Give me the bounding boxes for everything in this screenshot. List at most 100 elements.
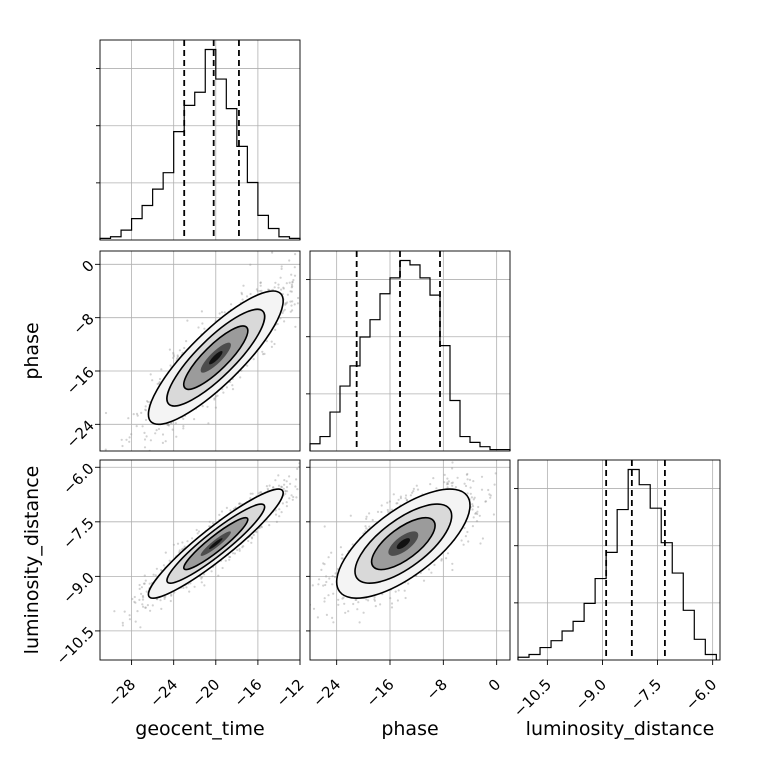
histogram-luminosity_distance	[517, 468, 717, 660]
sample-point	[127, 417, 130, 420]
sample-point	[203, 584, 206, 587]
sample-point	[142, 605, 145, 608]
sample-point	[284, 490, 287, 493]
sample-point	[259, 491, 262, 494]
sample-point	[255, 288, 258, 291]
sample-point	[225, 506, 228, 509]
hist-frame-geocent_time	[99, 39, 301, 241]
sample-point	[218, 312, 221, 315]
sample-point	[334, 572, 337, 575]
sample-point	[371, 518, 374, 522]
sample-point	[388, 500, 391, 503]
sample-point	[172, 355, 175, 358]
sample-point	[283, 320, 286, 323]
sample-point	[404, 497, 407, 500]
sample-point	[144, 405, 147, 408]
sample-point	[229, 555, 232, 559]
sample-point	[164, 595, 167, 599]
sample-point	[290, 273, 293, 276]
sample-point	[429, 483, 432, 486]
sample-point	[320, 568, 323, 572]
sample-point	[341, 557, 344, 560]
sample-point	[158, 377, 162, 381]
sample-point	[390, 508, 394, 511]
sample-point	[247, 539, 250, 543]
sample-point	[477, 505, 480, 509]
sample-point	[164, 551, 167, 554]
sample-point	[176, 542, 180, 545]
sample-point	[284, 489, 287, 492]
sample-point	[120, 438, 123, 441]
sample-point	[149, 373, 152, 376]
sample-point	[275, 520, 278, 524]
sample-point	[427, 568, 431, 571]
sample-point	[265, 340, 268, 343]
sample-point	[175, 435, 178, 438]
sample-point	[260, 289, 263, 292]
sample-point	[116, 470, 118, 472]
sample-point	[293, 274, 297, 277]
sample-point	[291, 280, 294, 283]
sample-point	[445, 557, 448, 560]
sample-point	[291, 300, 294, 303]
sample-point	[181, 541, 184, 544]
sample-point	[303, 584, 305, 586]
sample-point	[474, 512, 477, 515]
sample-point	[473, 496, 476, 499]
sample-point	[138, 587, 141, 591]
sample-point	[155, 429, 158, 432]
sample-point	[274, 328, 277, 331]
sample-point	[123, 454, 125, 456]
sample-point	[157, 382, 161, 385]
sample-point	[394, 590, 397, 593]
sample-point	[323, 600, 326, 603]
sample-point	[386, 508, 389, 512]
x-tick-label: −8	[423, 675, 451, 703]
sample-point	[318, 578, 321, 581]
sample-point	[467, 540, 470, 543]
sample-point	[258, 289, 262, 293]
sample-point	[380, 510, 383, 514]
sample-point	[135, 412, 139, 415]
sample-point	[331, 575, 334, 578]
sample-point	[128, 614, 131, 617]
sample-point	[196, 532, 199, 535]
sample-point	[323, 525, 326, 528]
sample-point	[325, 575, 328, 578]
sample-point	[397, 498, 400, 501]
sample-point	[288, 259, 291, 262]
sample-point	[203, 327, 206, 330]
sample-point	[133, 600, 136, 604]
sample-point	[239, 502, 242, 505]
sample-point	[407, 582, 410, 585]
sample-point	[395, 502, 398, 505]
panel-contents	[113, 462, 300, 629]
sample-point	[286, 301, 289, 304]
sample-point	[311, 584, 314, 587]
sample-point	[522, 473, 524, 475]
panel-frame	[309, 459, 511, 661]
sample-point	[214, 406, 217, 409]
sample-point	[290, 286, 293, 289]
sample-point	[161, 441, 164, 444]
sample-point	[207, 422, 210, 425]
sample-point	[358, 621, 361, 624]
sample-point	[339, 546, 342, 549]
sample-point	[218, 513, 221, 517]
sample-point	[281, 502, 284, 505]
sample-point	[242, 284, 245, 287]
sample-point	[379, 603, 382, 606]
panel-contents	[303, 461, 524, 624]
sample-point	[181, 547, 184, 551]
histogram-geocent_time	[99, 48, 301, 240]
sample-point	[415, 484, 418, 487]
sample-point	[251, 492, 254, 495]
sample-point	[245, 295, 249, 298]
sample-point	[355, 598, 358, 601]
sample-point	[221, 566, 224, 570]
x-axis-label-luminosity_distance: luminosity_distance	[526, 718, 715, 740]
sample-point	[440, 558, 443, 561]
sample-point	[233, 552, 236, 555]
sample-point	[265, 485, 268, 488]
sample-point	[283, 479, 286, 482]
